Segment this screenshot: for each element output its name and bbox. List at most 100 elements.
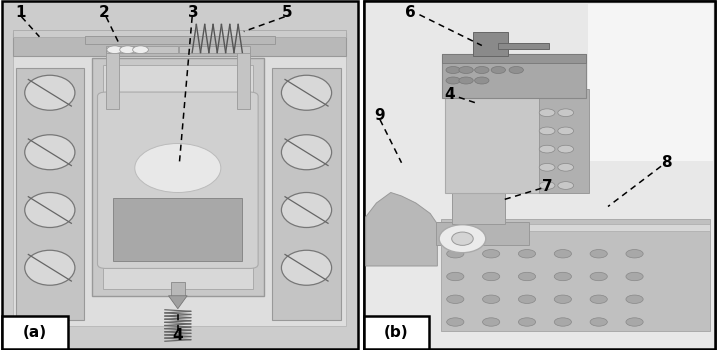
- Circle shape: [590, 318, 607, 326]
- Text: 8: 8: [662, 155, 672, 170]
- Text: 7: 7: [542, 179, 552, 194]
- Polygon shape: [168, 296, 187, 309]
- Bar: [13, 30, 346, 37]
- Ellipse shape: [24, 75, 75, 110]
- Circle shape: [518, 250, 536, 258]
- Circle shape: [590, 272, 607, 281]
- Circle shape: [447, 318, 464, 326]
- Bar: [498, 43, 549, 49]
- Bar: [113, 198, 242, 261]
- Circle shape: [558, 163, 574, 171]
- Ellipse shape: [281, 135, 331, 170]
- Circle shape: [133, 46, 148, 54]
- Circle shape: [554, 318, 571, 326]
- Bar: [364, 1, 715, 349]
- Circle shape: [446, 66, 460, 74]
- Bar: [92, 58, 264, 296]
- Ellipse shape: [281, 250, 331, 285]
- Bar: [13, 30, 346, 326]
- Text: 6: 6: [405, 6, 415, 20]
- Circle shape: [447, 250, 464, 258]
- Circle shape: [518, 295, 536, 303]
- Circle shape: [539, 182, 555, 189]
- Bar: [85, 36, 275, 44]
- Circle shape: [558, 127, 574, 135]
- Circle shape: [554, 295, 571, 303]
- Circle shape: [509, 66, 523, 74]
- Bar: [16, 68, 84, 320]
- Circle shape: [447, 272, 464, 281]
- Circle shape: [475, 77, 489, 84]
- Text: 2: 2: [99, 6, 109, 20]
- Circle shape: [539, 163, 555, 171]
- Bar: [364, 316, 429, 349]
- Ellipse shape: [281, 75, 331, 110]
- Circle shape: [558, 109, 574, 117]
- Circle shape: [518, 318, 536, 326]
- Circle shape: [539, 145, 555, 153]
- Text: (b): (b): [384, 325, 409, 340]
- Bar: [441, 224, 710, 231]
- Bar: [588, 4, 713, 161]
- Circle shape: [626, 272, 643, 281]
- Ellipse shape: [24, 193, 75, 228]
- Circle shape: [483, 272, 500, 281]
- Bar: [445, 89, 549, 192]
- Bar: [2, 1, 358, 349]
- Circle shape: [554, 272, 571, 281]
- Bar: [539, 89, 589, 192]
- Text: 1: 1: [15, 6, 25, 20]
- Text: 4: 4: [173, 329, 183, 343]
- Circle shape: [554, 250, 571, 258]
- Circle shape: [590, 250, 607, 258]
- Text: (a): (a): [22, 325, 47, 340]
- Circle shape: [475, 66, 489, 74]
- Circle shape: [483, 318, 500, 326]
- Bar: [364, 1, 715, 349]
- Ellipse shape: [439, 225, 486, 253]
- Polygon shape: [366, 193, 437, 266]
- Bar: [106, 46, 178, 52]
- Bar: [103, 65, 253, 289]
- FancyBboxPatch shape: [98, 92, 258, 268]
- Bar: [2, 316, 68, 349]
- Bar: [436, 222, 529, 245]
- Text: 4: 4: [445, 87, 455, 102]
- Text: 3: 3: [189, 6, 199, 20]
- Circle shape: [446, 77, 460, 84]
- Circle shape: [120, 46, 136, 54]
- Ellipse shape: [281, 193, 331, 228]
- Circle shape: [483, 295, 500, 303]
- Bar: [179, 46, 250, 52]
- Bar: [106, 49, 119, 108]
- Circle shape: [558, 145, 574, 153]
- Circle shape: [626, 250, 643, 258]
- Ellipse shape: [135, 144, 221, 193]
- Bar: [441, 219, 710, 331]
- Ellipse shape: [452, 232, 473, 245]
- Circle shape: [483, 250, 500, 258]
- Ellipse shape: [24, 250, 75, 285]
- Circle shape: [626, 295, 643, 303]
- Bar: [13, 33, 346, 56]
- Circle shape: [107, 46, 123, 54]
- Bar: [442, 54, 586, 63]
- Circle shape: [539, 127, 555, 135]
- Circle shape: [626, 318, 643, 326]
- Bar: [452, 191, 505, 224]
- Circle shape: [447, 295, 464, 303]
- Bar: [237, 49, 250, 108]
- Circle shape: [491, 66, 505, 74]
- Bar: [442, 54, 586, 98]
- Circle shape: [590, 295, 607, 303]
- Bar: [473, 32, 508, 56]
- Text: 9: 9: [375, 108, 385, 123]
- Bar: [171, 282, 185, 296]
- Text: 5: 5: [282, 6, 292, 20]
- Circle shape: [518, 272, 536, 281]
- Bar: [272, 68, 341, 320]
- Circle shape: [539, 109, 555, 117]
- Circle shape: [459, 77, 473, 84]
- Circle shape: [558, 182, 574, 189]
- Circle shape: [459, 66, 473, 74]
